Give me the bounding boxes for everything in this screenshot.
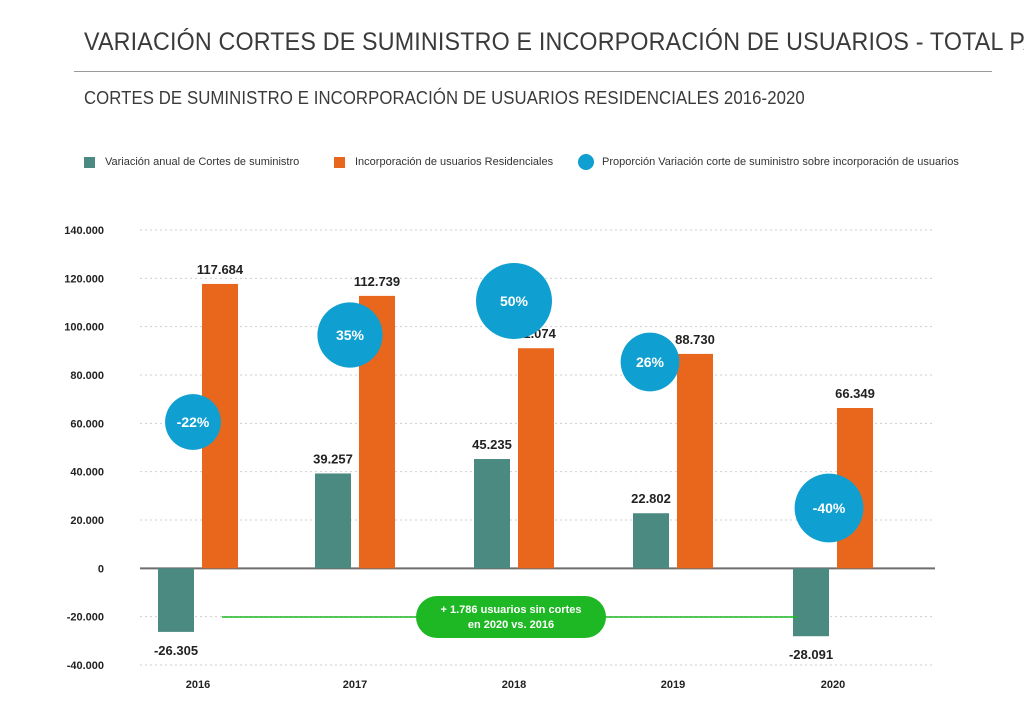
legend-label-proporcion: Proporción Variación corte de suministro… — [602, 156, 959, 168]
y-tick-label: 60.000 — [70, 418, 104, 430]
y-tick-label: 0 — [98, 563, 104, 575]
proportion-bubble-2019 — [620, 332, 680, 392]
data-label-cortes-2016: -26.305 — [154, 643, 198, 658]
chart-subtitle: CORTES DE SUMINISTRO E INCORPORACIÓN DE … — [84, 88, 805, 108]
annotation-text-line2: en 2020 vs. 2016 — [468, 619, 554, 631]
y-tick-label: -40.000 — [67, 660, 104, 672]
legend-swatch-incorporacion — [334, 156, 345, 168]
bar-incorporacion-2018 — [518, 348, 554, 569]
bar-cortes-2019 — [633, 513, 669, 569]
proportion-bubble-2017 — [317, 302, 383, 368]
bar-cortes-2016 — [158, 568, 194, 632]
data-label-cortes-2018: 45.235 — [472, 437, 512, 452]
y-tick-label: 40.000 — [70, 467, 104, 479]
x-tick-label: 2016 — [186, 679, 210, 691]
bar-incorporacion-2019 — [677, 353, 713, 569]
y-tick-label: 20.000 — [70, 515, 104, 527]
legend-item-proporcion[interactable]: Proporción Variación corte de suministro… — [578, 152, 959, 172]
main-title: VARIACIÓN CORTES DE SUMINISTRO E INCORPO… — [84, 28, 1024, 56]
proportion-bubble-2018 — [476, 263, 552, 339]
proportion-label-2020: -40% — [813, 500, 846, 516]
proportion-bubble-2016 — [165, 394, 221, 450]
x-tick-label: 2017 — [343, 679, 367, 691]
title-divider — [74, 71, 992, 72]
x-tick-label: 2020 — [821, 679, 845, 691]
proportion-label-2017: 35% — [336, 327, 365, 343]
y-tick-label: 80.000 — [70, 370, 104, 382]
data-label-cortes-2019: 22.802 — [631, 491, 671, 506]
y-tick-label: 120.000 — [64, 273, 104, 285]
y-tick-label: 140.000 — [64, 225, 104, 237]
y-tick-label: 100.000 — [64, 322, 104, 334]
data-label-incorporacion-2017: 112.739 — [354, 274, 400, 289]
legend-swatch-proporcion — [578, 154, 594, 170]
x-tick-label: 2018 — [502, 679, 526, 691]
annotation-pill — [416, 596, 606, 638]
data-label-incorporacion-2016: 117.684 — [197, 262, 244, 277]
legend-item-incorporacion[interactable]: Incorporación de usuarios Residenciales — [334, 152, 553, 172]
legend-swatch-cortes — [84, 156, 95, 168]
data-label-incorporacion-2020: 66.349 — [835, 386, 875, 401]
bar-cortes-2017 — [315, 473, 351, 569]
data-label-incorporacion-2019: 88.730 — [675, 332, 715, 347]
proportion-label-2019: 26% — [636, 354, 665, 370]
legend-label-cortes: Variación anual de Cortes de suministro — [105, 156, 300, 168]
legend-label-incorporacion: Incorporación de usuarios Residenciales — [355, 156, 554, 168]
y-tick-label: -20.000 — [67, 612, 104, 624]
annotation-text-line1: + 1.786 usuarios sin cortes — [441, 604, 582, 616]
data-label-cortes-2017: 39.257 — [313, 451, 353, 466]
bar-cortes-2020 — [793, 568, 829, 637]
data-label-cortes-2020: -28.091 — [789, 647, 833, 662]
x-tick-label: 2019 — [661, 679, 685, 691]
proportion-label-2016: -22% — [177, 414, 210, 430]
proportion-label-2018: 50% — [500, 293, 529, 309]
bar-cortes-2018 — [474, 459, 510, 569]
chart-legend: Variación anual de Cortes de suministro … — [0, 152, 1024, 172]
legend-item-cortes[interactable]: Variación anual de Cortes de suministro — [84, 152, 299, 172]
proportion-bubble-2020 — [794, 473, 864, 543]
